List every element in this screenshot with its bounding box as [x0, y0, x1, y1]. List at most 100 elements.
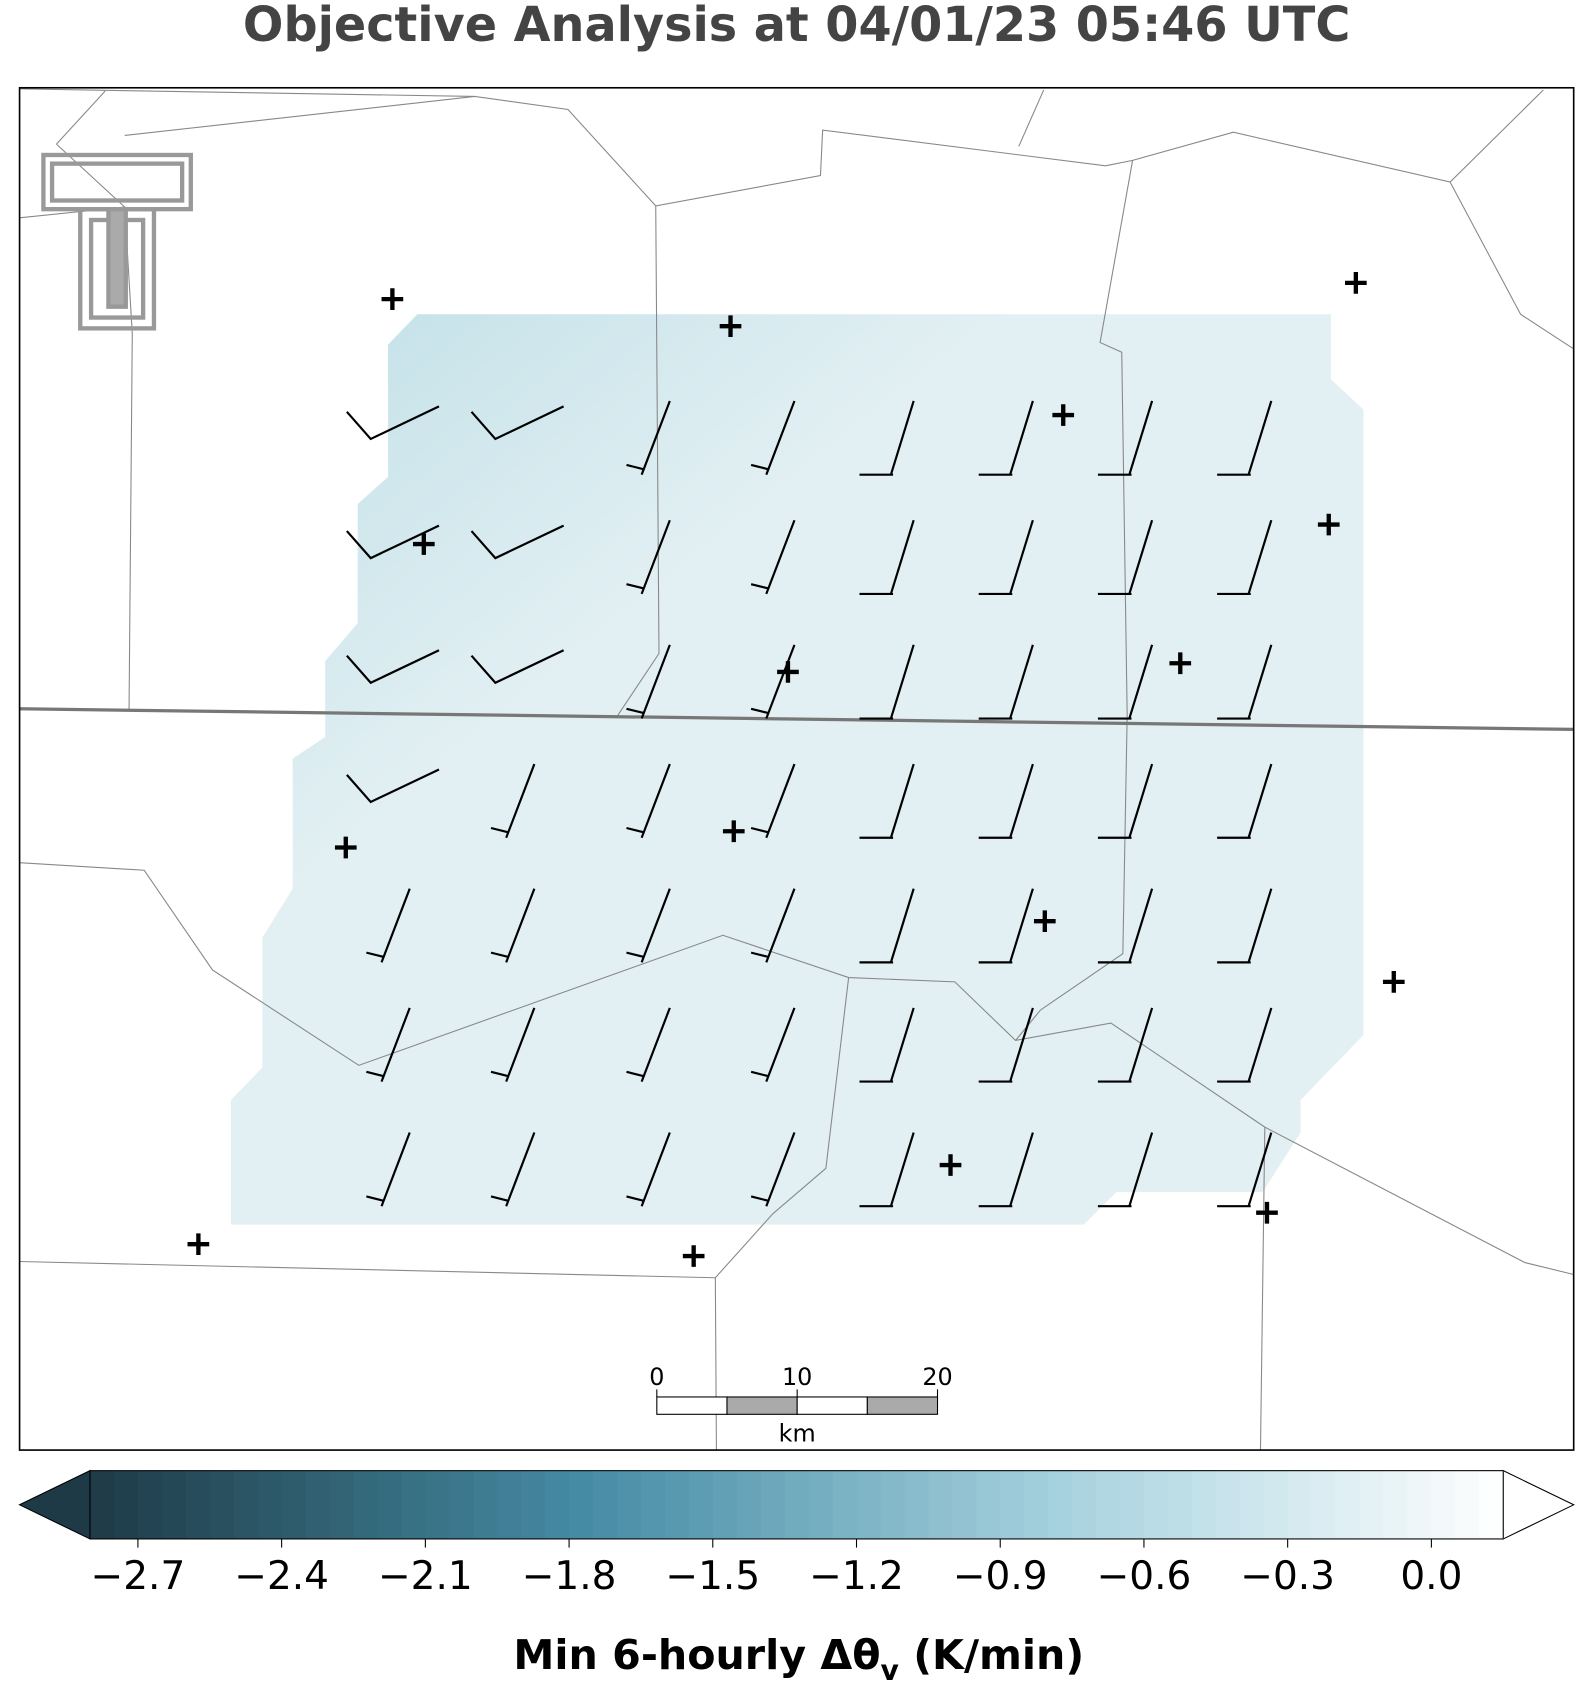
colorbar-step: [1191, 1470, 1217, 1539]
wind-barb: [889, 888, 915, 963]
wind-barb: [346, 768, 440, 804]
wind-barb: [1009, 763, 1034, 839]
wind-barb: [1009, 1132, 1034, 1207]
wind-barb: [490, 951, 509, 959]
wind-barb: [765, 519, 796, 595]
station-markers: [187, 272, 1405, 1267]
colorbar-step: [329, 1470, 355, 1539]
scale-segment: [866, 1396, 939, 1415]
wind-barb: [490, 826, 509, 834]
wind-barb: [346, 405, 440, 441]
wind-barb: [380, 888, 411, 963]
scale-segment: [796, 1396, 868, 1415]
wind-barb: [470, 405, 565, 441]
wind-barb: [505, 763, 536, 839]
colorbar-step: [976, 1470, 1001, 1539]
colorbar-step: [688, 1470, 714, 1539]
colorbar-step: [1143, 1470, 1169, 1539]
colorbar-step: [1335, 1470, 1361, 1539]
colorbar-step: [113, 1470, 139, 1539]
colorbar-tick-label: −0.3: [1240, 1554, 1335, 1599]
colorbar: −2.7 −2.4 −2.1 −1.8 −1.5 −1.2 −0.9 −0.6 −0.3 0.0: [18, 1469, 1575, 1599]
colorbar-tick-label: −1.5: [665, 1554, 760, 1599]
colorbar-step: [880, 1470, 906, 1539]
wind-barb: [640, 763, 671, 839]
wind-barb: [1009, 888, 1034, 963]
state-border: [19, 707, 1574, 731]
colorbar-step: [137, 1470, 163, 1539]
wind-barb: [640, 888, 671, 963]
wind-barb: [346, 524, 440, 560]
colorbar-step: [616, 1470, 642, 1539]
colorbar-step: [257, 1470, 283, 1539]
colorbar-step: [1431, 1470, 1456, 1539]
colorbar-step: [808, 1470, 834, 1539]
wind-barb: [1247, 1132, 1273, 1207]
colorbar-step: [640, 1470, 666, 1539]
colorbar-step: [209, 1470, 235, 1539]
map-frame: [18, 86, 1575, 1451]
colorbar-step: [305, 1470, 331, 1539]
wind-barbs: [346, 400, 1273, 1208]
wind-barb: [640, 1007, 671, 1082]
wind-barb: [1247, 1007, 1273, 1082]
colorbar-step: [760, 1470, 786, 1539]
wind-barb: [1247, 400, 1273, 476]
wind-barb: [505, 888, 536, 963]
wind-barb: [889, 1007, 915, 1082]
colorbar-step: [832, 1470, 858, 1539]
map: 0 10 20 km: [18, 86, 1575, 1451]
colorbar-step: [1215, 1470, 1241, 1539]
scale-segment: [656, 1396, 728, 1415]
colorbar-step: [712, 1470, 738, 1539]
colorbar-step: [90, 1470, 115, 1539]
scale-tick-label: 10: [782, 1363, 812, 1391]
colorbar-tick-label: −0.9: [953, 1554, 1048, 1599]
colorbar-step: [545, 1470, 570, 1539]
wind-barb: [750, 583, 769, 590]
colorbar-step: [569, 1470, 594, 1539]
wind-barb: [626, 826, 645, 834]
wind-barb: [626, 951, 645, 959]
wind-barb: [470, 524, 565, 560]
wind-barb: [1128, 400, 1154, 476]
wind-barb: [380, 1132, 411, 1207]
colorbar-step: [1048, 1470, 1073, 1539]
colorbar-extend-high: [1502, 1469, 1575, 1540]
wind-barb: [765, 644, 796, 719]
colorbar-tick-label: −1.2: [809, 1554, 904, 1599]
wind-barb: [640, 519, 671, 595]
wind-barb: [750, 463, 769, 471]
county-borders: [19, 88, 1574, 1451]
wind-barb: [1009, 644, 1034, 719]
colorbar-step: [185, 1470, 211, 1539]
wind-barb: [765, 763, 796, 839]
wind-barb: [1128, 1132, 1154, 1207]
wind-barb: [1009, 519, 1034, 595]
wind-barb: [640, 1132, 671, 1207]
analysis-shading: [230, 314, 1364, 1225]
colorbar-label: Min 6-hourly Δθv (K/min): [513, 1631, 1084, 1687]
wind-barb: [505, 1132, 536, 1207]
colorbar-step: [664, 1470, 690, 1539]
colorbar-step: [904, 1470, 930, 1539]
wind-barb: [1128, 1007, 1154, 1082]
wind-barb: [889, 400, 915, 476]
wind-barb: [750, 951, 769, 959]
wind-barb: [1128, 519, 1154, 595]
wind-barb: [1128, 888, 1154, 963]
colorbar-step: [1287, 1470, 1313, 1539]
colorbar-step: [425, 1470, 450, 1539]
scale-tick-label: 20: [922, 1363, 952, 1391]
colorbar-step: [1000, 1470, 1025, 1539]
colorbar-step: [593, 1470, 618, 1539]
scale-unit: km: [779, 1419, 816, 1447]
wind-barb: [1247, 644, 1273, 719]
title: Objective Analysis at 04/01/23 05:46 UTC: [243, 0, 1350, 53]
colorbar-tick-label: −2.7: [91, 1554, 186, 1599]
colorbar-step: [856, 1470, 882, 1539]
colorbar-step: [1311, 1470, 1337, 1539]
wind-barb: [626, 1195, 645, 1202]
colorbar-tick-label: −2.4: [234, 1554, 329, 1599]
